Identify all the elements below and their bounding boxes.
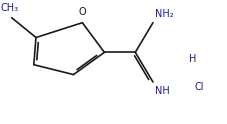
- Text: Cl: Cl: [194, 82, 203, 92]
- Text: NH₂: NH₂: [155, 9, 173, 19]
- Text: H: H: [188, 54, 195, 63]
- Text: O: O: [78, 7, 86, 16]
- Text: NH: NH: [155, 86, 169, 96]
- Text: CH₃: CH₃: [0, 3, 18, 13]
